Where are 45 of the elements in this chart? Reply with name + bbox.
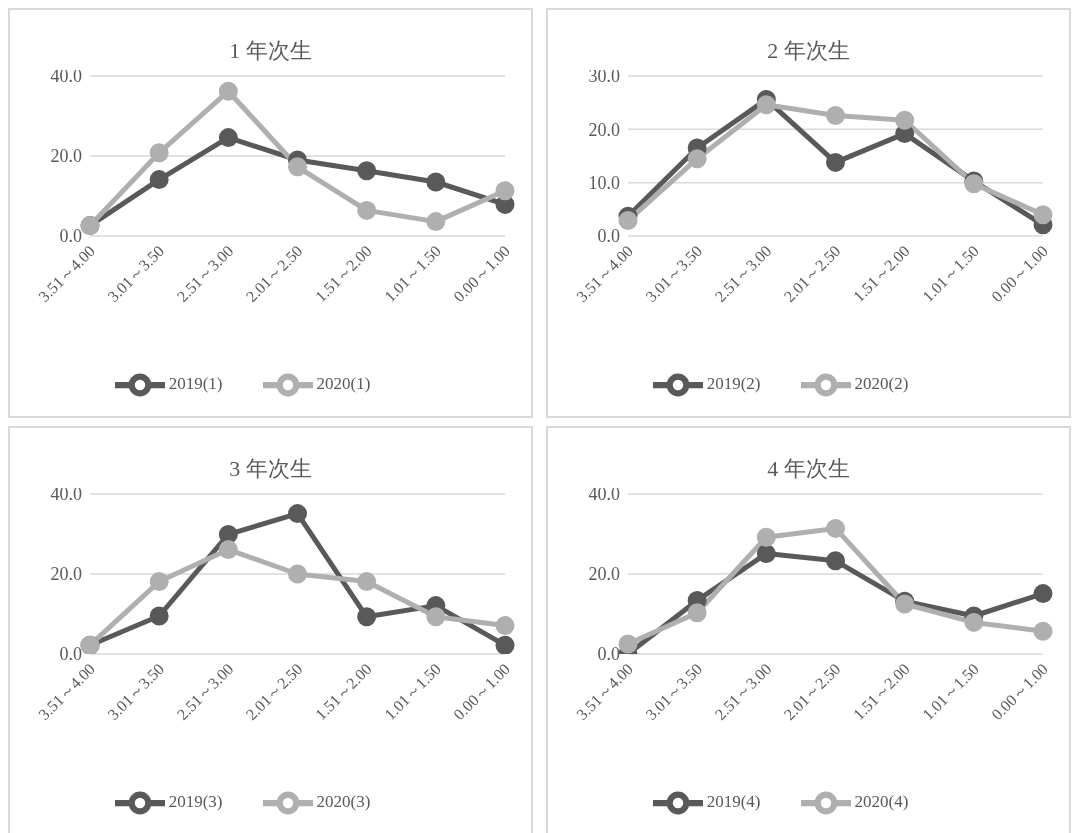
x-tick-label: 3.01～3.50 [104, 242, 168, 306]
x-tick-label: 2.51～3.00 [711, 660, 775, 724]
x-tick-label: 1.51～2.00 [311, 242, 375, 306]
y-tick-label: 40.0 [588, 484, 620, 505]
x-tick-label: 3.01～3.50 [642, 242, 706, 306]
x-tick-label: 0.00～1.00 [988, 660, 1052, 724]
chart-title: 1 年次生 [229, 38, 312, 63]
x-tick-label: 3.01～3.50 [104, 660, 168, 724]
legend-label: 2020(1) [316, 373, 371, 393]
chart-title: 3 年次生 [229, 456, 312, 481]
x-tick-label: 2.01～2.50 [242, 242, 306, 306]
x-tick-label: 2.51～3.00 [173, 660, 237, 724]
x-tick-label: 1.51～2.00 [849, 660, 913, 724]
y-tick-label: 40.0 [50, 484, 82, 505]
x-tick-label: 0.00～1.00 [988, 242, 1052, 306]
chart-title: 4 年次生 [767, 456, 850, 481]
legend-label: 2019(3) [168, 791, 223, 811]
y-tick-label: 20.0 [50, 146, 82, 167]
legend-label: 2020(3) [316, 791, 371, 811]
x-tick-label: 1.51～2.00 [311, 660, 375, 724]
legend-label: 2019(4) [706, 791, 761, 811]
x-tick-label: 2.01～2.50 [780, 660, 844, 724]
x-tick-label: 2.01～2.50 [780, 242, 844, 306]
x-tick-label: 2.01～2.50 [242, 660, 306, 724]
x-tick-label: 2.51～3.00 [173, 242, 237, 306]
y-tick-label: 20.0 [588, 564, 620, 585]
x-tick-label: 3.01～3.50 [642, 660, 706, 724]
y-tick-label: 10.0 [588, 173, 620, 194]
x-tick-label: 0.00～1.00 [450, 660, 514, 724]
legend-label: 2019(2) [706, 373, 761, 393]
x-tick-label: 1.51～2.00 [849, 242, 913, 306]
x-tick-label: 1.01～1.50 [381, 242, 444, 306]
chart-title: 2 年次生 [767, 38, 850, 63]
y-tick-label: 30.0 [588, 66, 620, 87]
x-tick-label: 1.01～1.50 [919, 660, 982, 724]
x-tick-label: 0.00～1.00 [450, 242, 514, 306]
legend-label: 2020(4) [854, 791, 909, 811]
x-tick-label: 1.01～1.50 [381, 660, 444, 724]
y-tick-label: 40.0 [50, 66, 82, 87]
legend-label: 2020(2) [854, 373, 909, 393]
y-tick-label: 20.0 [588, 119, 620, 140]
x-tick-label: 2.51～3.00 [711, 242, 775, 306]
x-tick-label: 1.01～1.50 [919, 242, 982, 306]
y-tick-label: 20.0 [50, 564, 82, 585]
legend-label: 2019(1) [168, 373, 223, 393]
